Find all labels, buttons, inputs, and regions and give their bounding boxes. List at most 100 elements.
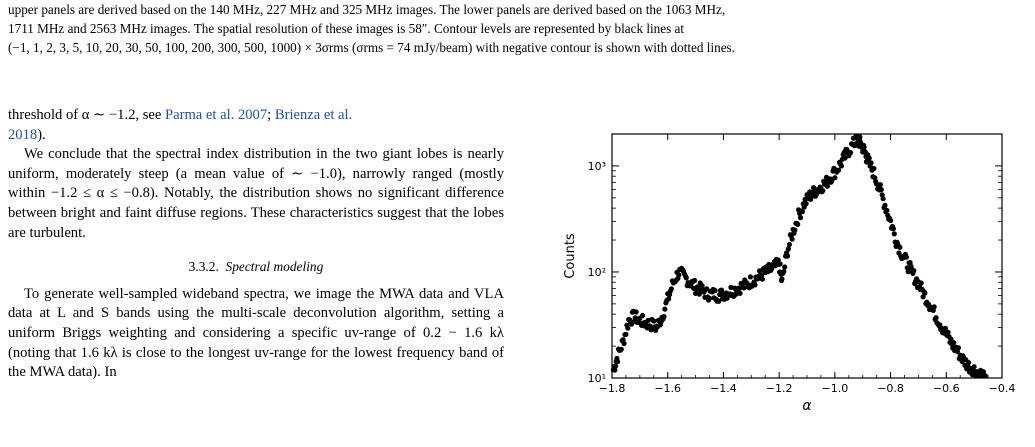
data-point [612, 363, 619, 369]
data-points [610, 133, 988, 379]
data-point [633, 309, 639, 315]
data-point [747, 274, 753, 280]
reference-link-brienza[interactable]: Brienza et al. [274, 107, 353, 123]
data-point [880, 196, 886, 202]
data-point [618, 346, 624, 352]
reference-link-parma[interactable]: Parma et al. 2007 [165, 107, 268, 123]
caption-line-3: (−1, 1, 2, 3, 5, 10, 20, 30, 50, 100, 20… [8, 40, 735, 55]
reference-link-brienza-year[interactable]: 2018 [8, 126, 38, 143]
caption-line-2: 1711 MHz and 2563 MHz images. The spatia… [8, 21, 685, 36]
data-point [651, 318, 657, 324]
spectral-index-histogram: −1.8 −1.6 −1.4 −1.2 −1.0 −0.8 −0.6 −0.4 10¹ 10² 10… [552, 120, 1022, 440]
data-point [955, 345, 961, 351]
data-point [971, 364, 977, 370]
x-tick-label: −0.6 [933, 382, 960, 395]
plot-frame [611, 133, 1003, 379]
data-point [797, 215, 804, 221]
paragraph-1: threshold of α ∼ −1.2, see Parma et al. … [8, 106, 504, 145]
data-point [676, 272, 682, 278]
data-point [623, 331, 629, 337]
data-point [803, 201, 809, 207]
data-point [832, 175, 838, 181]
data-point [882, 202, 888, 208]
subsection-title: Spectral modeling [225, 259, 324, 275]
data-point [795, 221, 801, 227]
data-point [621, 340, 627, 347]
x-tick-label: −0.8 [877, 382, 904, 395]
data-point [757, 268, 763, 274]
figure-caption: upper panels are derived based on the 14… [8, 0, 1030, 57]
data-point [836, 167, 842, 173]
data-point [871, 165, 877, 172]
x-tick-label: −1.4 [710, 382, 737, 395]
data-point [612, 367, 618, 373]
x-tick-label: −1.0 [821, 382, 848, 395]
x-tick-label: −0.4 [989, 382, 1016, 395]
caption-line-1: upper panels are derived based on the 14… [8, 2, 726, 17]
data-point [890, 226, 896, 232]
data-point [704, 286, 710, 292]
data-point [781, 269, 787, 275]
data-point [948, 336, 954, 342]
data-point [719, 287, 725, 293]
data-point [759, 276, 765, 282]
paragraph-3: To generate well-sampled wideband spectr… [8, 285, 504, 381]
data-point [661, 314, 667, 320]
data-point [857, 134, 863, 140]
y-axis-label: Counts [563, 233, 578, 279]
data-point [712, 287, 718, 294]
y-tick-label: 10¹ [588, 372, 606, 385]
data-point [891, 231, 897, 237]
paragraph-2: We conclude that the spectral index dist… [8, 146, 504, 241]
data-point [861, 144, 867, 150]
ref-separator: ; [267, 107, 275, 123]
data-point [752, 282, 758, 288]
y-tick-label: 10² [588, 266, 606, 279]
data-point [640, 312, 646, 319]
chart-svg: −1.8 −1.6 −1.4 −1.2 −1.0 −0.8 −0.6 −0.4 10¹ 10² 10… [563, 133, 1016, 414]
data-point [942, 325, 948, 331]
data-point [911, 268, 917, 274]
data-point [692, 277, 698, 284]
data-point [779, 276, 785, 282]
data-point [868, 160, 874, 166]
data-point [782, 264, 788, 270]
data-point [966, 360, 972, 366]
data-point [980, 369, 986, 375]
data-point [799, 209, 805, 215]
data-point [683, 275, 689, 281]
data-point [824, 183, 830, 189]
data-point [699, 283, 705, 289]
data-point [792, 227, 798, 233]
x-axis-label: α [802, 398, 812, 414]
axis-ticks: −1.8 −1.6 −1.4 −1.2 −1.0 −0.8 −0.6 −0.4 10¹ 10² 10… [588, 133, 1016, 395]
data-point [931, 304, 937, 310]
data-point [903, 254, 909, 260]
data-point [716, 298, 722, 304]
data-point [662, 306, 668, 312]
data-point [668, 286, 674, 292]
data-point [784, 253, 791, 259]
y-tick-label: 10³ [588, 160, 606, 173]
data-point [848, 150, 854, 156]
data-point [877, 182, 883, 188]
data-point [615, 359, 621, 365]
x-tick-label: −1.2 [766, 382, 793, 395]
data-point [737, 290, 743, 296]
subsection-heading: 3.3.2. Spectral modeling [8, 257, 504, 277]
data-point [666, 296, 672, 302]
paragraph-1-start: threshold of α ∼ −1.2, see [8, 107, 165, 123]
data-point [922, 290, 928, 296]
data-point [918, 280, 924, 286]
paragraph-1-end: ). [37, 126, 46, 143]
x-tick-label: −1.6 [654, 382, 681, 395]
data-point [625, 325, 631, 331]
data-point [777, 261, 783, 267]
data-point [945, 329, 951, 335]
data-point [786, 241, 792, 248]
data-point [933, 315, 939, 321]
body-text-column: threshold of α ∼ −1.2, see Parma et al. … [8, 106, 504, 383]
data-point [888, 217, 894, 224]
subsection-number: 3.3.2. [188, 259, 219, 275]
data-point [982, 373, 988, 379]
